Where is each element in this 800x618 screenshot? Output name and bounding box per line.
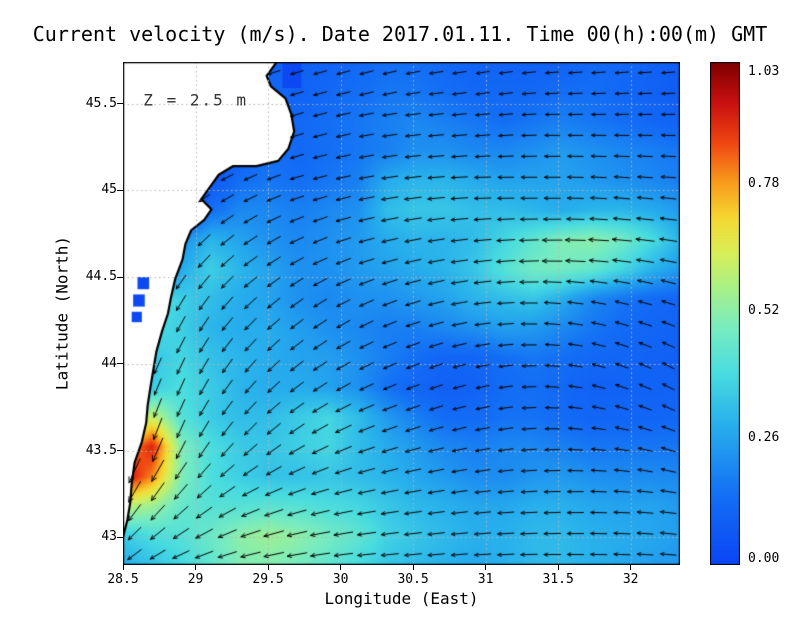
x-tick-label: 28.5	[107, 572, 139, 587]
y-tick-label: 44.5	[85, 269, 117, 285]
y-tick-label: 43.5	[85, 442, 117, 458]
x-tick-label: 32	[622, 572, 639, 587]
colorbar-tick-label: 1.03	[748, 64, 780, 79]
velocity-map-canvas	[123, 62, 680, 565]
y-axis-label: Latitude (North)	[52, 235, 72, 391]
x-axis-label: Longitude (East)	[324, 589, 479, 608]
x-tick-label: 29	[187, 572, 204, 587]
x-tick-label: 30.5	[397, 572, 429, 587]
x-tick-mark	[122, 565, 124, 570]
colorbar-tick-label: 0.52	[748, 303, 780, 319]
y-tick-mark	[117, 363, 123, 365]
chart-title: Current velocity (m/s). Date 2017.01.11.…	[32, 22, 768, 46]
y-tick-label: 45	[101, 182, 117, 198]
colorbar-tick-label: 0.78	[748, 176, 780, 192]
y-tick-label: 45.5	[85, 95, 117, 111]
y-tick-mark	[117, 189, 123, 191]
x-tick-mark	[557, 565, 559, 570]
x-tick-mark	[630, 565, 632, 570]
x-tick-label: 31.5	[542, 572, 574, 587]
x-tick-label: 29.5	[252, 572, 284, 587]
y-tick-mark	[117, 536, 123, 538]
y-tick-label: 44	[101, 355, 117, 371]
depth-annotation: Z = 2.5 m	[143, 90, 248, 110]
y-tick-mark	[117, 103, 123, 105]
colorbar-tick-label: 0.00	[748, 551, 780, 566]
colorbar	[710, 62, 740, 565]
x-tick-mark	[485, 565, 487, 570]
y-tick-mark	[117, 450, 123, 452]
x-tick-label: 31	[477, 572, 494, 587]
x-tick-mark	[267, 565, 269, 570]
x-tick-label: 30	[332, 572, 349, 587]
x-tick-mark	[412, 565, 414, 570]
x-tick-mark	[340, 565, 342, 570]
x-tick-mark	[195, 565, 197, 570]
colorbar-tick-label: 0.26	[748, 430, 780, 446]
y-tick-mark	[117, 276, 123, 278]
y-tick-label: 43	[101, 529, 117, 545]
